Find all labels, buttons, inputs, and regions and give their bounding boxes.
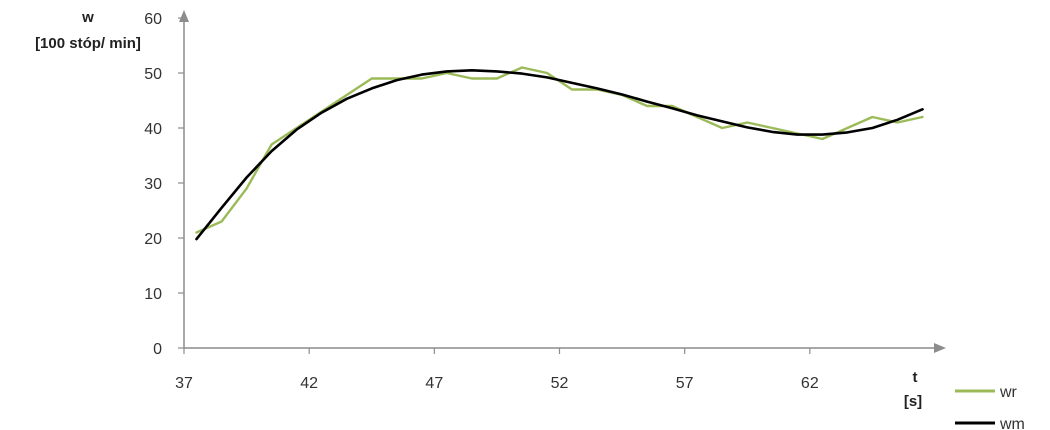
y-tick-label: 0 [153, 341, 162, 358]
legend-label-wr: wr [999, 384, 1018, 401]
y-tick-label: 40 [144, 121, 162, 138]
axes [178, 10, 946, 354]
x-tick-label: 42 [300, 375, 318, 392]
y-axis-label: w [81, 9, 94, 26]
tick-labels: 0 10 20 30 40 50 60 37 42 47 52 57 62 [144, 11, 819, 392]
y-tick-label: 10 [144, 286, 162, 303]
y-tick-label: 30 [144, 176, 162, 193]
x-axis-label: t [913, 369, 918, 386]
x-axis-unit: [s] [904, 393, 922, 410]
series-line-wr [195, 66, 924, 234]
x-tick-label: 62 [801, 375, 819, 392]
x-tick-label: 52 [551, 375, 569, 392]
x-tick-label: 57 [676, 375, 694, 392]
y-axis-unit: [100 stóp/ min] [35, 35, 141, 52]
legend: wr wm [955, 384, 1025, 430]
y-tick-label: 50 [144, 66, 162, 83]
series-lines [195, 66, 924, 241]
legend-label-wm: wm [999, 416, 1025, 430]
y-tick-label: 60 [144, 11, 162, 28]
series-line-wm [195, 69, 924, 241]
x-axis-arrow [934, 343, 946, 353]
y-axis-arrow [179, 10, 189, 22]
x-tick-label: 37 [175, 375, 193, 392]
y-tick-label: 20 [144, 231, 162, 248]
x-tick-label: 47 [425, 375, 443, 392]
